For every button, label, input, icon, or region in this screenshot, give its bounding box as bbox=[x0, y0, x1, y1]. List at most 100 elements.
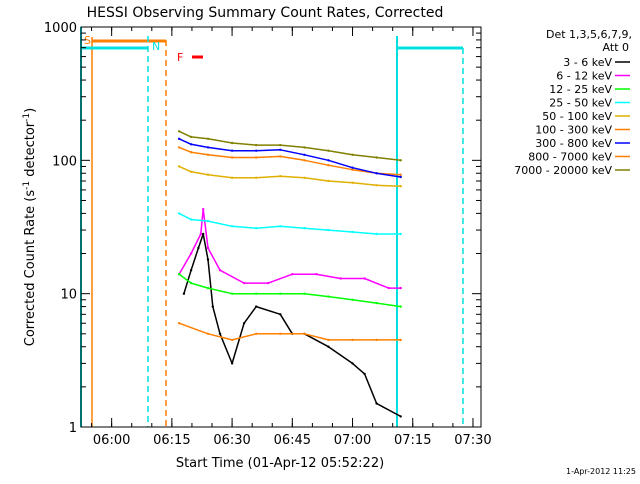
x-tick-label: 07:30 bbox=[454, 433, 491, 448]
series-line-800-7000-kev bbox=[178, 322, 401, 341]
data-point-3-6-kev bbox=[399, 415, 402, 418]
legend-header-1: Det 1,3,5,6,7,9, bbox=[546, 28, 632, 41]
legend-label-6-12-kev: 6 - 12 keV bbox=[556, 70, 612, 83]
series-line-6-12-kev bbox=[178, 208, 401, 289]
footer-timestamp: 1-Apr-2012 11:25 bbox=[566, 467, 636, 476]
data-point-25-50-kev bbox=[279, 225, 282, 228]
series-line-3-6-kev bbox=[183, 233, 402, 418]
data-point-50-100-kev bbox=[399, 185, 402, 188]
data-point-50-100-kev bbox=[279, 175, 282, 178]
data-point-50-100-kev bbox=[189, 170, 193, 173]
data-point-6-12-kev bbox=[291, 273, 294, 276]
data-point-50-100-kev bbox=[230, 176, 234, 179]
data-point-7000-20000-kev bbox=[399, 159, 402, 162]
chart-title: HESSI Observing Summary Count Rates, Cor… bbox=[87, 5, 444, 21]
legend-label-300-800-kev: 300 - 800 keV bbox=[535, 137, 612, 150]
data-point-25-50-kev bbox=[177, 212, 181, 215]
data-point-6-12-kev bbox=[363, 277, 366, 280]
data-point-6-12-kev bbox=[339, 277, 342, 280]
data-point-300-800-kev bbox=[206, 146, 210, 149]
plot-frame bbox=[80, 26, 482, 428]
data-point-100-300-kev bbox=[177, 146, 181, 149]
data-point-800-7000-kev bbox=[327, 338, 330, 342]
data-point-3-6-kev bbox=[242, 322, 246, 325]
data-point-3-6-kev bbox=[211, 305, 214, 308]
data-point-7000-20000-kev bbox=[375, 156, 378, 159]
y-axis-label-main: Corrected Count Rate (s bbox=[23, 190, 38, 347]
data-point-7000-20000-kev bbox=[327, 149, 330, 152]
y-axis-label-sup2: -1 bbox=[22, 113, 32, 122]
data-point-6-12-kev bbox=[202, 208, 205, 211]
data-point-800-7000-kev bbox=[177, 322, 181, 325]
x-tick-label: 06:00 bbox=[93, 433, 130, 448]
data-point-3-6-kev bbox=[218, 332, 222, 335]
data-point-3-6-kev bbox=[197, 246, 200, 250]
data-point-25-50-kev bbox=[189, 218, 193, 221]
series-line-25-50-kev bbox=[178, 212, 401, 235]
data-point-6-12-kev bbox=[242, 281, 246, 285]
y-axis-label-sup1: -1 bbox=[22, 181, 32, 190]
data-point-25-50-kev bbox=[375, 232, 378, 236]
y-tick-label: 1 bbox=[69, 421, 77, 436]
data-point-12-25-kev bbox=[189, 281, 193, 285]
data-point-3-6-kev bbox=[279, 313, 282, 316]
data-point-800-7000-kev bbox=[279, 332, 282, 335]
data-point-12-25-kev bbox=[206, 286, 210, 290]
legend-header-2: Att 0 bbox=[603, 41, 629, 54]
data-point-7000-20000-kev bbox=[206, 137, 210, 140]
data-point-100-300-kev bbox=[327, 164, 330, 167]
data-point-100-300-kev bbox=[351, 168, 354, 171]
data-point-800-7000-kev bbox=[303, 332, 306, 335]
data-point-300-800-kev bbox=[375, 172, 378, 175]
x-tick-label: 07:15 bbox=[394, 433, 431, 448]
legend-label-3-6-kev: 3 - 6 keV bbox=[563, 56, 612, 69]
legend-label-7000-20000-kev: 7000 - 20000 keV bbox=[514, 164, 612, 177]
y-axis-label: Corrected Count Rate (s-1 detector-1) bbox=[22, 108, 38, 346]
data-point-100-300-kev bbox=[303, 159, 306, 162]
y-axis: 1 10 100 1000 bbox=[44, 21, 481, 436]
data-point-100-300-kev bbox=[279, 155, 282, 158]
night-label: N bbox=[152, 40, 160, 53]
data-point-50-100-kev bbox=[177, 165, 181, 168]
legend-label-12-25-kev: 12 - 25 keV bbox=[549, 83, 612, 96]
data-point-300-800-kev bbox=[399, 175, 402, 179]
data-point-3-6-kev bbox=[182, 292, 186, 295]
saa-label: S bbox=[84, 34, 91, 47]
y-axis-label-mid: detector bbox=[23, 121, 38, 181]
data-point-25-50-kev bbox=[255, 227, 258, 230]
data-point-100-300-kev bbox=[189, 151, 193, 154]
data-point-300-800-kev bbox=[279, 148, 282, 151]
data-point-12-25-kev bbox=[255, 292, 258, 295]
y-tick-label: 1000 bbox=[44, 21, 77, 36]
legend-label-800-7000-kev: 800 - 7000 keV bbox=[528, 151, 612, 164]
x-axis-label: Start Time (01-Apr-12 05:52:22) bbox=[176, 456, 384, 471]
data-point-7000-20000-kev bbox=[279, 143, 282, 147]
data-point-800-7000-kev bbox=[399, 338, 402, 342]
data-point-6-12-kev bbox=[387, 286, 390, 290]
data-point-3-6-kev bbox=[375, 402, 378, 405]
y-axis-label-end: ) bbox=[23, 108, 38, 113]
x-tick-label: 06:30 bbox=[213, 433, 250, 448]
data-point-12-25-kev bbox=[279, 292, 282, 295]
data-point-100-300-kev bbox=[206, 153, 210, 156]
data-point-3-6-kev bbox=[255, 305, 258, 308]
data-point-3-6-kev bbox=[230, 362, 234, 365]
data-point-25-50-kev bbox=[351, 230, 354, 234]
data-point-300-800-kev bbox=[230, 149, 234, 152]
data-point-800-7000-kev bbox=[255, 332, 258, 335]
data-point-7000-20000-kev bbox=[230, 141, 234, 145]
data-point-100-300-kev bbox=[230, 156, 234, 159]
legend-label-50-100-kev: 50 - 100 keV bbox=[542, 110, 612, 123]
data-point-12-25-kev bbox=[177, 273, 181, 276]
data-point-50-100-kev bbox=[206, 173, 210, 176]
data-point-7000-20000-kev bbox=[303, 146, 306, 149]
data-point-100-300-kev bbox=[399, 173, 402, 176]
data-point-7000-20000-kev bbox=[255, 143, 258, 147]
data-point-300-800-kev bbox=[303, 153, 306, 156]
data-point-300-800-kev bbox=[189, 143, 193, 146]
data-point-12-25-kev bbox=[351, 298, 354, 301]
x-tick-label: 06:45 bbox=[274, 433, 311, 448]
